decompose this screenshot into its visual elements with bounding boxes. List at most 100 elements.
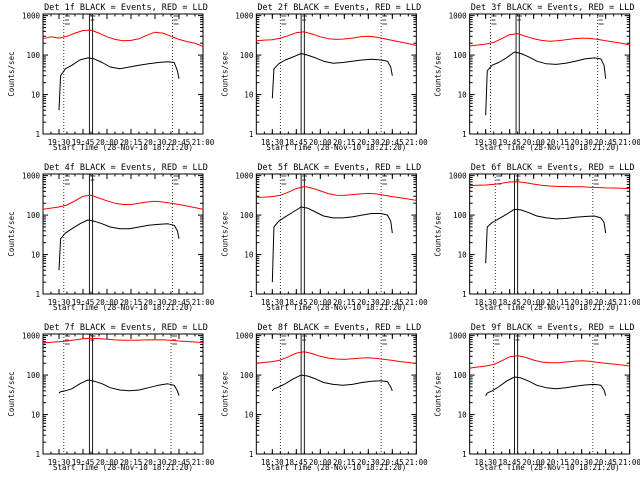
y-axis-label: Counts/sec — [7, 51, 16, 96]
y-tick-label: 1 — [462, 130, 467, 139]
x-tick-label: 20:30 — [357, 138, 380, 147]
series-line-events — [58, 219, 180, 271]
series-line-events — [271, 53, 393, 99]
eclipse-start-flag — [64, 175, 70, 185]
series-line-lld — [42, 29, 204, 47]
x-tick-label: 18:45 — [285, 298, 308, 307]
y-tick-label: 100 — [240, 51, 254, 60]
flare-flag — [90, 15, 96, 21]
series-line-lld — [256, 186, 417, 201]
x-axis-label: Start Time (28-Nov-10 18:21:20) — [53, 463, 193, 472]
x-axis-label: Start Time (28-Nov-10 18:21:20) — [480, 143, 620, 152]
x-tick-label: 20:15 — [546, 458, 569, 467]
y-tick-label: 1 — [462, 290, 467, 299]
y-tick-label: 1000 — [235, 332, 254, 341]
y-tick-label: 1000 — [22, 332, 41, 341]
y-tick-label: 100 — [26, 51, 40, 60]
x-tick-label: 18:45 — [498, 458, 521, 467]
y-axis-label: Counts/sec — [220, 211, 229, 256]
eclipse-end-flag — [382, 175, 388, 185]
y-tick-label: 1 — [249, 130, 254, 139]
eclipse-start-flag — [281, 15, 287, 25]
eclipse-end-flag — [593, 175, 599, 185]
x-tick-label: 20:45 — [381, 138, 404, 147]
detector-panel-5: Det 5f BLACK = Events, RED = LLD 1 10 100 10… — [220, 163, 428, 312]
flare-flag — [302, 175, 308, 181]
y-tick-label: 100 — [26, 371, 40, 380]
y-tick-label: 10 — [31, 411, 41, 420]
y-tick-label: 1000 — [235, 172, 254, 181]
x-tick-label: 18:45 — [285, 138, 308, 147]
x-tick-label: 20:00 — [96, 298, 119, 307]
x-tick-label: 20:15 — [333, 298, 356, 307]
y-tick-label: 1000 — [235, 12, 254, 21]
x-axis-label: Start Time (28-Nov-10 18:21:20) — [266, 143, 406, 152]
detector-panel-3: Det 3f BLACK = Events, RED = LLD 1 10 100 10… — [434, 3, 640, 152]
x-tick-label: 18:45 — [498, 298, 521, 307]
x-tick-label: 21:00 — [405, 298, 428, 307]
eclipse-start-flag — [491, 15, 497, 25]
x-tick-label: 18:30 — [474, 458, 497, 467]
x-tick-label: 20:45 — [381, 458, 404, 467]
y-tick-label: 100 — [240, 211, 254, 220]
x-tick-label: 20:00 — [522, 458, 545, 467]
flare-flag — [90, 175, 96, 181]
detector-panel-1: Det 1f BLACK = Events, RED = LLD 1 10 100 10… — [7, 3, 215, 152]
x-tick-label: 20:00 — [309, 298, 332, 307]
panel-title: Det 8f BLACK = Events, RED = LLD — [257, 323, 421, 333]
y-tick-label: 1000 — [449, 332, 468, 341]
x-tick-label: 19:30 — [48, 138, 71, 147]
eclipse-start-flag — [64, 15, 70, 25]
series-line-events — [485, 208, 607, 264]
panel-title: Det 7f BLACK = Events, RED = LLD — [44, 323, 208, 333]
y-tick-label: 100 — [453, 211, 467, 220]
panel-title: Det 2f BLACK = Events, RED = LLD — [257, 3, 421, 13]
flare-flag — [515, 335, 521, 341]
y-axis-label: Counts/sec — [7, 371, 16, 416]
series-line-lld — [256, 31, 417, 46]
panel-title: Det 5f BLACK = Events, RED = LLD — [257, 163, 421, 173]
eclipse-end-flag — [598, 15, 604, 25]
series-line-events — [271, 206, 393, 283]
x-tick-label: 21:00 — [405, 138, 428, 147]
y-tick-label: 10 — [244, 91, 254, 100]
series-line-lld — [469, 355, 630, 369]
panel-title: Det 9f BLACK = Events, RED = LLD — [471, 323, 635, 333]
series-line-events — [485, 51, 607, 116]
y-tick-label: 1 — [249, 290, 254, 299]
x-tick-label: 20:15 — [333, 138, 356, 147]
detector-panel-2: Det 2f BLACK = Events, RED = LLD 1 10 100 10… — [220, 3, 428, 152]
x-axis-label: Start Time (28-Nov-10 18:21:20) — [53, 143, 193, 152]
y-tick-label: 1 — [249, 450, 254, 459]
x-tick-label: 21:00 — [192, 138, 215, 147]
y-tick-label: 1 — [35, 130, 40, 139]
y-axis-label: Counts/sec — [7, 211, 16, 256]
x-tick-label: 19:30 — [48, 458, 71, 467]
x-tick-label: 20:15 — [120, 458, 143, 467]
eclipse-start-flag — [494, 335, 500, 345]
y-tick-label: 100 — [240, 371, 254, 380]
y-tick-label: 100 — [453, 51, 467, 60]
panel-title: Det 4f BLACK = Events, RED = LLD — [44, 163, 208, 173]
x-tick-label: 21:00 — [618, 458, 640, 467]
y-tick-label: 1 — [462, 450, 467, 459]
x-tick-label: 20:00 — [96, 458, 119, 467]
panel-title: Det 1f BLACK = Events, RED = LLD — [44, 3, 208, 13]
plot-frame — [42, 333, 204, 455]
x-tick-label: 20:30 — [357, 298, 380, 307]
y-tick-label: 100 — [453, 371, 467, 380]
plot-frame — [469, 173, 631, 295]
series-line-events — [271, 374, 393, 392]
flare-flag — [517, 15, 523, 21]
x-tick-label: 20:45 — [381, 298, 404, 307]
x-tick-label: 20:15 — [120, 138, 143, 147]
y-tick-label: 1000 — [22, 12, 41, 21]
y-tick-label: 10 — [244, 251, 254, 260]
y-axis-label: Counts/sec — [434, 371, 443, 416]
x-tick-label: 21:00 — [192, 298, 215, 307]
x-tick-label: 18:30 — [261, 138, 284, 147]
x-tick-label: 19:45 — [72, 298, 95, 307]
eclipse-end-flag — [382, 15, 388, 25]
x-tick-label: 18:45 — [285, 458, 308, 467]
x-tick-label: 20:30 — [570, 458, 593, 467]
